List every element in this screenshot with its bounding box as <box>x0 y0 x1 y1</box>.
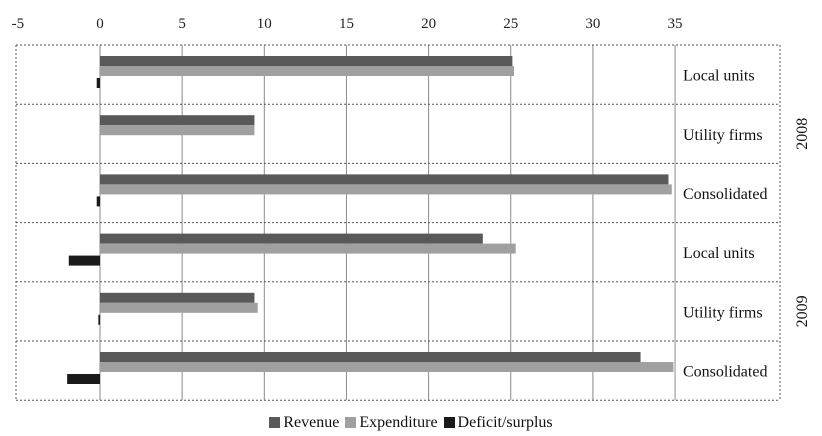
legend-label: Expenditure <box>359 414 438 431</box>
bar-revenue <box>100 352 641 362</box>
legend-swatch <box>443 417 455 428</box>
group-year-label: 2008 <box>794 118 811 150</box>
x-tick-labels: -5 0 5 10 15 20 25 30 35 <box>12 16 683 32</box>
bar-expenditure <box>100 243 516 254</box>
x-tick-label: 25 <box>503 16 518 32</box>
x-tick-label: 30 <box>585 16 600 32</box>
x-tick-label: 5 <box>178 16 186 32</box>
bar-revenue <box>100 233 483 244</box>
category-label: Consolidated <box>683 186 767 203</box>
bar-expenditure <box>100 66 515 76</box>
category-label: Local units <box>683 245 755 262</box>
grid <box>15 44 781 401</box>
legend-item: Revenue <box>269 414 339 432</box>
legend-label: Deficit/surplus <box>457 414 553 431</box>
legend-item: Deficit/surplus <box>443 414 553 432</box>
legend-item: Expenditure <box>345 414 438 432</box>
bar-expenditure <box>100 362 674 372</box>
legend: Revenue Expenditure Deficit/surplus <box>0 414 822 432</box>
category-label: Utility firms <box>683 304 763 321</box>
category-label: Utility firms <box>683 127 763 144</box>
category-labels: Local units Utility firms Consolidated 2008… <box>683 68 811 381</box>
bar-deficit-surplus <box>96 196 100 207</box>
x-tick-label: 10 <box>257 16 272 32</box>
legend-swatch <box>269 417 281 428</box>
x-tick-label: 20 <box>421 16 436 32</box>
bar-expenditure <box>100 302 258 313</box>
x-tick-label: 0 <box>96 16 104 32</box>
bar-revenue <box>100 174 669 185</box>
bar-deficit-surplus <box>96 78 100 88</box>
x-tick-label: 35 <box>668 16 683 32</box>
bar-deficit-surplus <box>67 374 100 384</box>
group-year-label: 2009 <box>794 295 811 327</box>
legend-swatch <box>345 417 357 428</box>
bar-revenue <box>100 115 255 126</box>
bar-expenditure <box>100 184 672 195</box>
bar-revenue <box>100 56 513 66</box>
bar-deficit-surplus <box>68 255 100 266</box>
legend-label: Revenue <box>283 414 340 431</box>
bars <box>67 56 674 384</box>
x-tick-label: 15 <box>339 16 354 32</box>
bar-revenue <box>100 292 255 303</box>
x-tick-label: -5 <box>12 16 25 32</box>
bar-expenditure <box>100 125 255 136</box>
category-label: Consolidated <box>683 364 767 381</box>
category-label: Local units <box>683 68 755 85</box>
bar-deficit-surplus <box>98 314 100 325</box>
